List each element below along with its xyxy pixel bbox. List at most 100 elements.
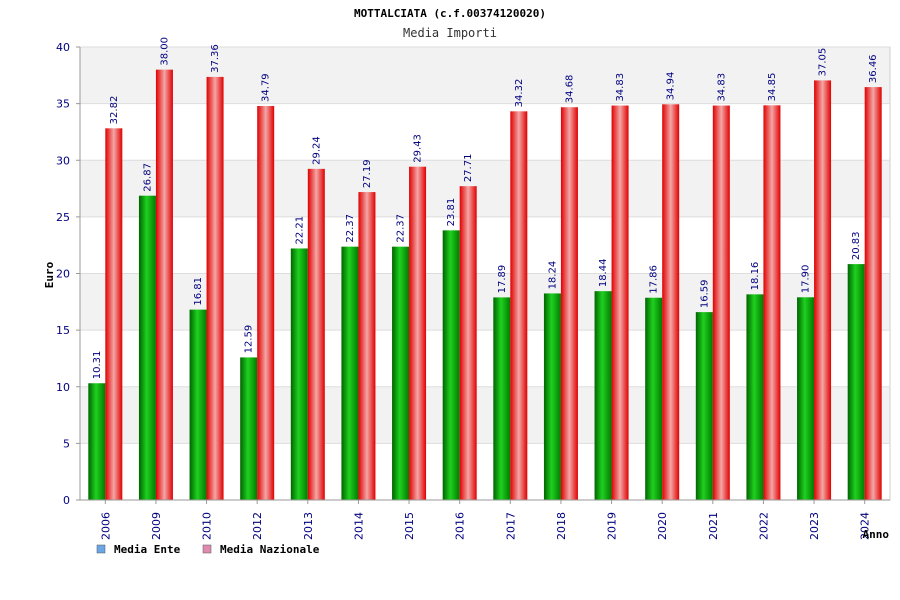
- media-nazionale-bar: [358, 192, 376, 501]
- media-ente-bar: [341, 246, 359, 500]
- y-tick-label: 35: [56, 98, 70, 111]
- data-label: 29.24: [311, 136, 322, 165]
- data-label: 27.71: [463, 154, 474, 183]
- x-tick-label: 2022: [757, 512, 770, 540]
- legend-swatch-media-ente: [96, 544, 106, 554]
- media-ente-bar: [240, 357, 258, 500]
- y-tick-label: 20: [56, 268, 70, 281]
- media-ente-bar: [189, 309, 207, 500]
- media-ente-bar: [746, 294, 764, 500]
- bars: [88, 69, 882, 501]
- media-ente-bar: [392, 246, 410, 500]
- media-ente-bar: [645, 297, 663, 500]
- y-tick-label: 5: [63, 437, 70, 450]
- legend-swatch-media-nazionale: [202, 544, 212, 554]
- data-label: 18.16: [750, 262, 761, 291]
- x-tick-label: 2015: [403, 512, 416, 540]
- media-ente-bar: [543, 293, 561, 500]
- media-nazionale-bar: [409, 166, 427, 500]
- x-tick-label: 2013: [302, 512, 315, 540]
- x-tick-label: 2009: [150, 512, 163, 540]
- media-ente-bar: [442, 230, 460, 500]
- data-label: 16.81: [193, 277, 204, 306]
- data-label: 17.90: [801, 265, 812, 294]
- data-label: 34.83: [615, 73, 626, 102]
- media-nazionale-bar: [459, 186, 477, 500]
- data-label: 22.37: [345, 214, 356, 243]
- media-nazionale-bar: [105, 128, 123, 500]
- data-label: 34.85: [767, 73, 778, 102]
- chart-subtitle: Media Importi: [403, 26, 497, 40]
- data-label: 34.83: [716, 73, 727, 102]
- y-axis-ticks: 0 5 10 15 20 25 30 35 40: [56, 41, 80, 507]
- media-nazionale-bar: [662, 104, 680, 500]
- x-tick-label: 2006: [99, 512, 112, 540]
- data-label: 27.19: [362, 159, 373, 188]
- x-tick-label: 2012: [251, 512, 264, 540]
- y-tick-label: 40: [56, 41, 70, 54]
- media-nazionale-bar: [560, 107, 578, 501]
- data-label: 22.37: [396, 214, 407, 243]
- x-tick-label: 2010: [201, 512, 214, 540]
- data-label: 34.32: [514, 79, 525, 108]
- media-nazionale-bar: [206, 76, 224, 500]
- media-ente-bar: [847, 264, 865, 500]
- y-tick-label: 10: [56, 381, 70, 394]
- legend-label-media-nazionale: Media Nazionale: [220, 543, 320, 556]
- x-tick-label: 2020: [656, 512, 669, 540]
- data-label: 38.00: [159, 37, 170, 66]
- data-label: 26.87: [142, 163, 153, 192]
- data-label: 29.43: [413, 134, 424, 163]
- data-label: 17.89: [497, 265, 508, 294]
- y-axis-label: Euro: [43, 261, 56, 288]
- y-tick-label: 30: [56, 154, 70, 167]
- x-tick-label: 2017: [504, 512, 517, 540]
- data-label: 20.83: [851, 231, 862, 260]
- data-label: 22.21: [294, 216, 305, 245]
- media-ente-bar: [290, 248, 308, 500]
- media-nazionale-bar: [864, 87, 882, 500]
- data-label: 16.59: [699, 279, 710, 308]
- media-ente-bar: [797, 297, 815, 500]
- media-ente-bar: [493, 297, 511, 500]
- data-label: 18.44: [598, 259, 609, 288]
- data-label: 12.59: [244, 325, 255, 354]
- media-nazionale-bar: [257, 106, 275, 501]
- media-ente-bar: [88, 383, 106, 500]
- media-nazionale-bar: [712, 105, 730, 501]
- x-tick-label: 2024: [859, 512, 872, 540]
- data-label: 17.86: [649, 265, 660, 294]
- media-nazionale-bar: [155, 69, 173, 501]
- data-label: 23.81: [446, 198, 457, 227]
- data-label: 34.94: [666, 72, 677, 101]
- data-label: 10.31: [92, 351, 103, 380]
- x-tick-label: 2014: [352, 512, 365, 540]
- x-tick-label: 2019: [606, 512, 619, 540]
- data-label: 32.82: [109, 96, 120, 125]
- legend: Media Ente Media Nazionale: [96, 543, 320, 556]
- media-nazionale-bar: [510, 111, 528, 501]
- x-tick-label: 2018: [555, 512, 568, 540]
- data-label: 34.68: [564, 75, 575, 104]
- data-labels: 10.31 32.82 26.87 38.00 16.81 37.36 12.59 34.79…: [92, 37, 879, 379]
- x-axis-label: Anno: [863, 528, 890, 541]
- media-ente-bar: [138, 195, 156, 500]
- media-nazionale-bar: [611, 105, 629, 501]
- data-label: 18.24: [547, 261, 558, 290]
- x-tick-label: 2016: [454, 512, 467, 540]
- x-axis-ticks: 2006 2009 2010 2012 2013 2014 2015 2016 2017 2018…: [99, 500, 872, 540]
- data-label: 34.79: [261, 73, 272, 102]
- y-tick-label: 0: [63, 494, 70, 507]
- x-tick-label: 2021: [707, 512, 720, 540]
- data-label: 37.05: [818, 48, 829, 77]
- media-nazionale-bar: [307, 168, 325, 500]
- chart-title: MOTTALCIATA (c.f.00374120020): [354, 7, 546, 20]
- media-nazionale-bar: [763, 105, 781, 500]
- legend-label-media-ente: Media Ente: [114, 543, 181, 556]
- data-label: 37.36: [210, 44, 221, 73]
- y-tick-label: 25: [56, 211, 70, 224]
- media-nazionale-bar: [814, 80, 832, 500]
- data-label: 36.46: [868, 54, 879, 83]
- media-ente-bar: [594, 291, 612, 500]
